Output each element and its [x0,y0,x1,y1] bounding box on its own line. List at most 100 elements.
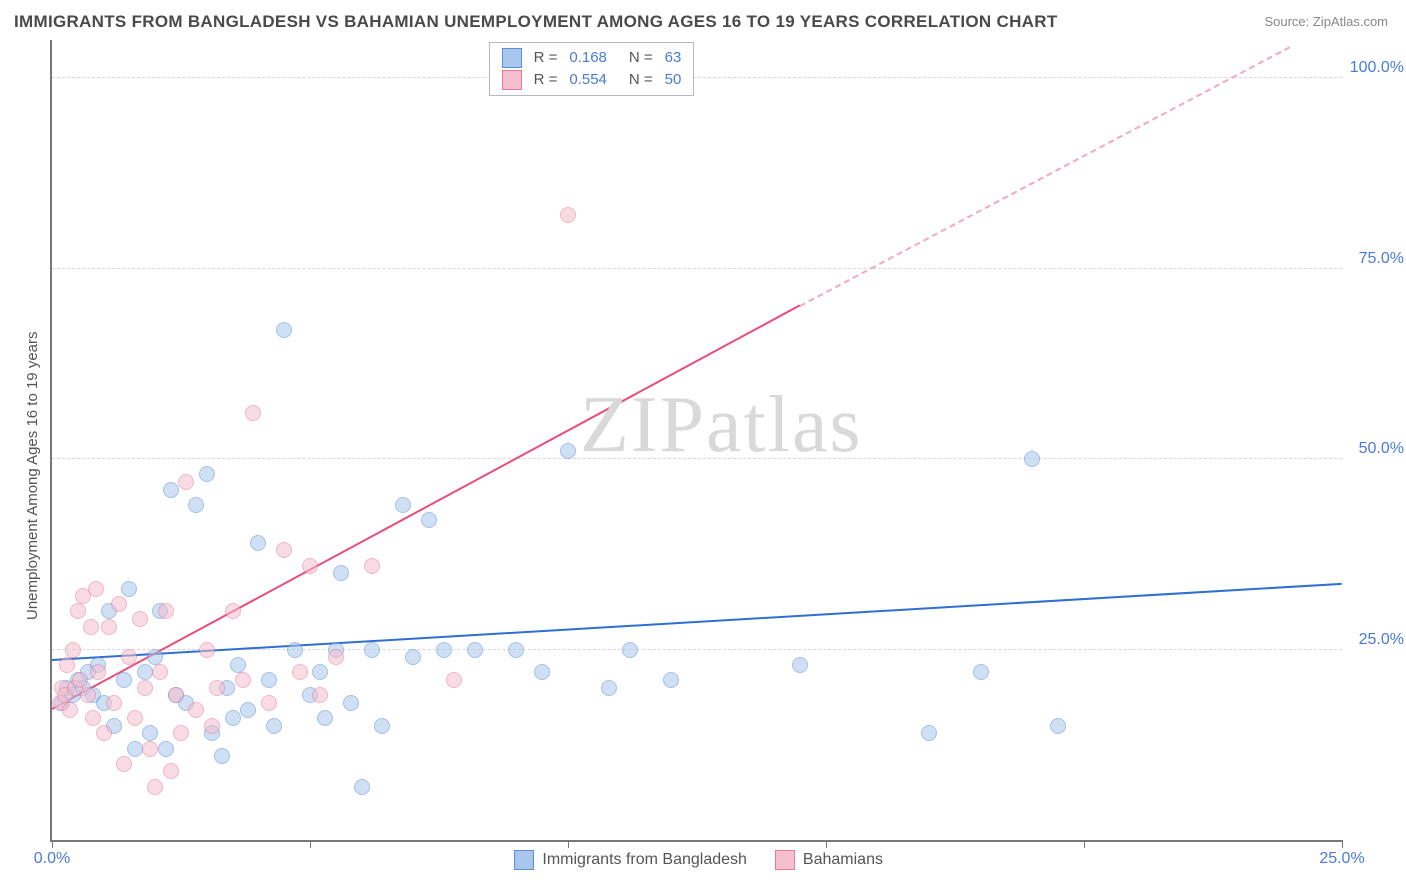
data-point [127,741,143,757]
data-point [59,657,75,673]
data-point [240,702,256,718]
y-tick-label: 75.0% [1359,250,1404,268]
data-point [225,710,241,726]
y-axis-label: Unemployment Among Ages 16 to 19 years [24,331,41,620]
data-point [374,718,390,734]
data-point [72,672,88,688]
data-point [395,497,411,513]
data-point [163,482,179,498]
legend-swatch [514,850,534,870]
data-point [85,710,101,726]
data-point [90,664,106,680]
data-point [235,672,251,688]
data-point [287,642,303,658]
data-point [560,207,576,223]
data-point [83,619,99,635]
gridline [52,77,1342,78]
gridline [52,268,1342,269]
data-point [250,535,266,551]
data-point [261,695,277,711]
n-label: N = [629,47,653,69]
n-value: 63 [665,47,682,69]
x-tick [1342,840,1343,848]
data-point [158,603,174,619]
legend-item: Bahamians [775,850,883,870]
legend-item: Immigrants from Bangladesh [514,850,747,870]
data-point [973,664,989,680]
data-point [62,702,78,718]
legend-swatch [502,70,522,90]
data-point [116,756,132,772]
data-point [214,748,230,764]
data-point [152,664,168,680]
data-point [364,558,380,574]
data-point [328,649,344,665]
y-tick-label: 100.0% [1350,59,1404,77]
data-point [312,664,328,680]
legend-row: R = 0.168 N = 63 [502,47,682,69]
data-point [292,664,308,680]
data-point [1024,451,1040,467]
data-point [312,687,328,703]
x-tick [826,840,827,848]
data-point [158,741,174,757]
x-tick-label: 0.0% [34,850,70,868]
r-label: R = [534,47,558,69]
data-point [199,642,215,658]
data-point [436,642,452,658]
data-point [792,657,808,673]
data-point [921,725,937,741]
data-point [467,642,483,658]
data-point [96,725,112,741]
data-point [261,672,277,688]
data-point [354,779,370,795]
data-point [364,642,380,658]
data-point [446,672,462,688]
data-point [65,642,81,658]
legend-row: R =0.554N =50 [502,69,682,91]
data-point [333,565,349,581]
data-point [111,596,127,612]
data-point [508,642,524,658]
data-point [622,642,638,658]
data-point [147,649,163,665]
n-value: 50 [665,69,682,91]
r-label: R = [534,69,558,91]
data-point [142,725,158,741]
data-point [343,695,359,711]
scatter-plot-area: 25.0%50.0%75.0%100.0%0.0%25.0% [50,40,1342,842]
y-tick-label: 25.0% [1359,631,1404,649]
data-point [405,649,421,665]
data-point [173,725,189,741]
data-point [80,687,96,703]
data-point [178,474,194,490]
r-value: 0.168 [569,47,607,69]
data-point [142,741,158,757]
x-tick [310,840,311,848]
legend-swatch [502,48,522,68]
data-point [101,619,117,635]
source-attribution: Source: ZipAtlas.com [1264,14,1388,29]
data-point [132,611,148,627]
x-tick [1084,840,1085,848]
data-point [266,718,282,734]
data-point [204,718,220,734]
data-point [163,763,179,779]
legend-label: Bahamians [803,851,883,869]
data-point [70,603,86,619]
data-point [116,672,132,688]
data-point [188,497,204,513]
data-point [121,581,137,597]
data-point [168,687,184,703]
n-label: N = [629,69,653,91]
data-point [1050,718,1066,734]
gridline [52,458,1342,459]
data-point [245,405,261,421]
data-point [317,710,333,726]
legend-label: Immigrants from Bangladesh [542,851,747,869]
data-point [199,466,215,482]
data-point [147,779,163,795]
data-point [276,542,292,558]
data-point [137,680,153,696]
data-point [230,657,246,673]
